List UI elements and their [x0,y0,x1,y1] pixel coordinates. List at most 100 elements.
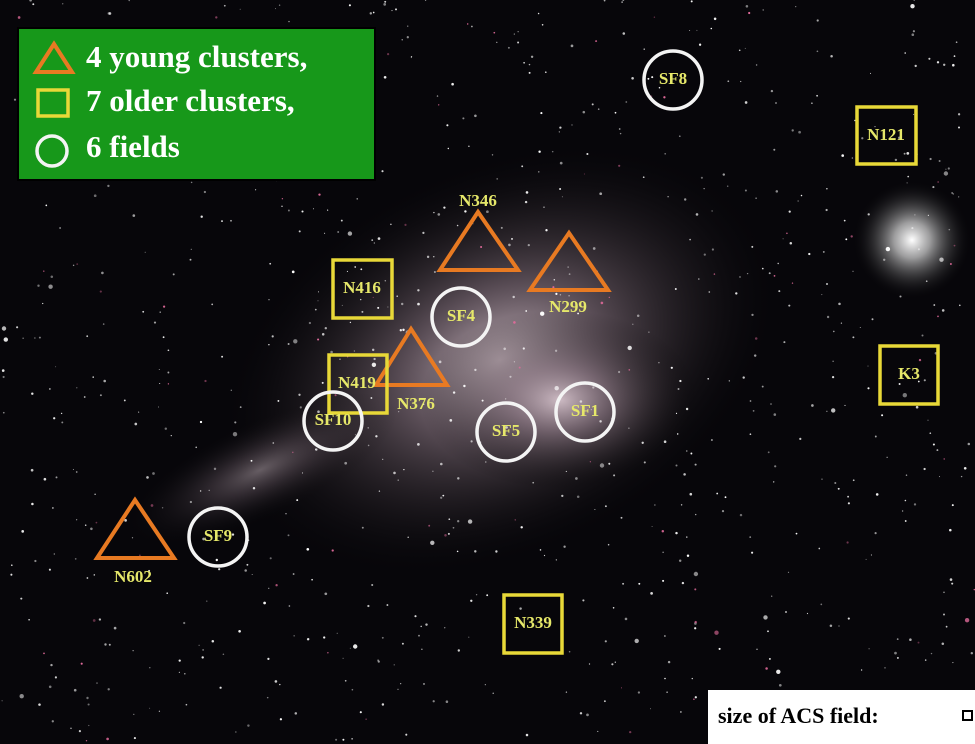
star [774,413,777,416]
star [866,559,867,560]
star [755,197,757,199]
star [16,326,18,328]
star [145,252,146,253]
cluster-label: N339 [514,613,552,632]
star [827,316,829,318]
star [678,388,680,390]
star [90,528,93,531]
star [950,578,953,581]
star [944,458,945,459]
star [87,577,89,579]
star [295,712,298,715]
star [597,731,598,732]
star [664,678,666,680]
star [790,242,793,245]
star [832,361,833,362]
star [133,650,134,651]
star [740,81,741,82]
star [61,413,62,414]
star [70,728,72,730]
star [529,64,530,65]
star [776,190,779,193]
star [218,568,220,570]
star [756,64,757,65]
star [832,376,834,378]
star [838,625,839,626]
star [11,564,13,566]
star [407,36,409,38]
star [621,517,623,519]
star [508,244,511,247]
sky-image: 4 young clusters, 7 older clusters, 6 fi… [0,0,975,744]
star [663,96,665,98]
star [292,271,295,274]
star [114,627,117,630]
star [159,711,160,712]
star [600,463,604,467]
star [74,689,77,692]
star [354,266,356,268]
star [667,196,668,197]
star [349,4,351,6]
star [906,474,907,475]
star [719,648,721,650]
star [959,305,961,307]
star [817,19,819,21]
star [373,297,374,298]
star [470,600,472,602]
star [513,321,516,324]
star [474,550,476,552]
star [699,44,701,46]
star [796,533,798,535]
star [695,514,696,515]
star [202,656,204,658]
star [370,12,372,14]
star [486,594,488,596]
star [43,653,45,655]
star [684,198,686,200]
star [438,104,439,105]
star [870,73,871,74]
star [268,588,269,589]
star [929,432,931,434]
star [825,209,827,211]
star [773,149,775,151]
star [343,658,344,659]
star [306,548,309,551]
star [675,532,677,534]
star [55,366,56,367]
cluster-label: N416 [343,278,381,297]
star [417,303,420,306]
star [293,573,295,575]
star [875,532,877,534]
star [907,176,909,178]
star [851,235,853,237]
star [762,9,763,10]
star [554,279,556,281]
star [275,680,278,683]
star [221,356,223,358]
star [932,186,934,188]
star [234,421,236,423]
star [821,294,822,295]
star [903,393,907,397]
star [526,191,529,194]
star [132,537,133,538]
star [370,397,372,399]
star [485,461,486,462]
star [571,45,574,48]
star [821,479,822,480]
star [154,322,156,324]
star [402,39,403,40]
star [589,663,590,664]
star [374,242,375,243]
star [96,522,98,524]
star [361,311,363,313]
star [601,302,604,305]
star [371,584,373,586]
star [725,496,727,498]
star [867,387,869,389]
star [749,536,751,538]
star [519,607,521,609]
star [437,213,440,216]
